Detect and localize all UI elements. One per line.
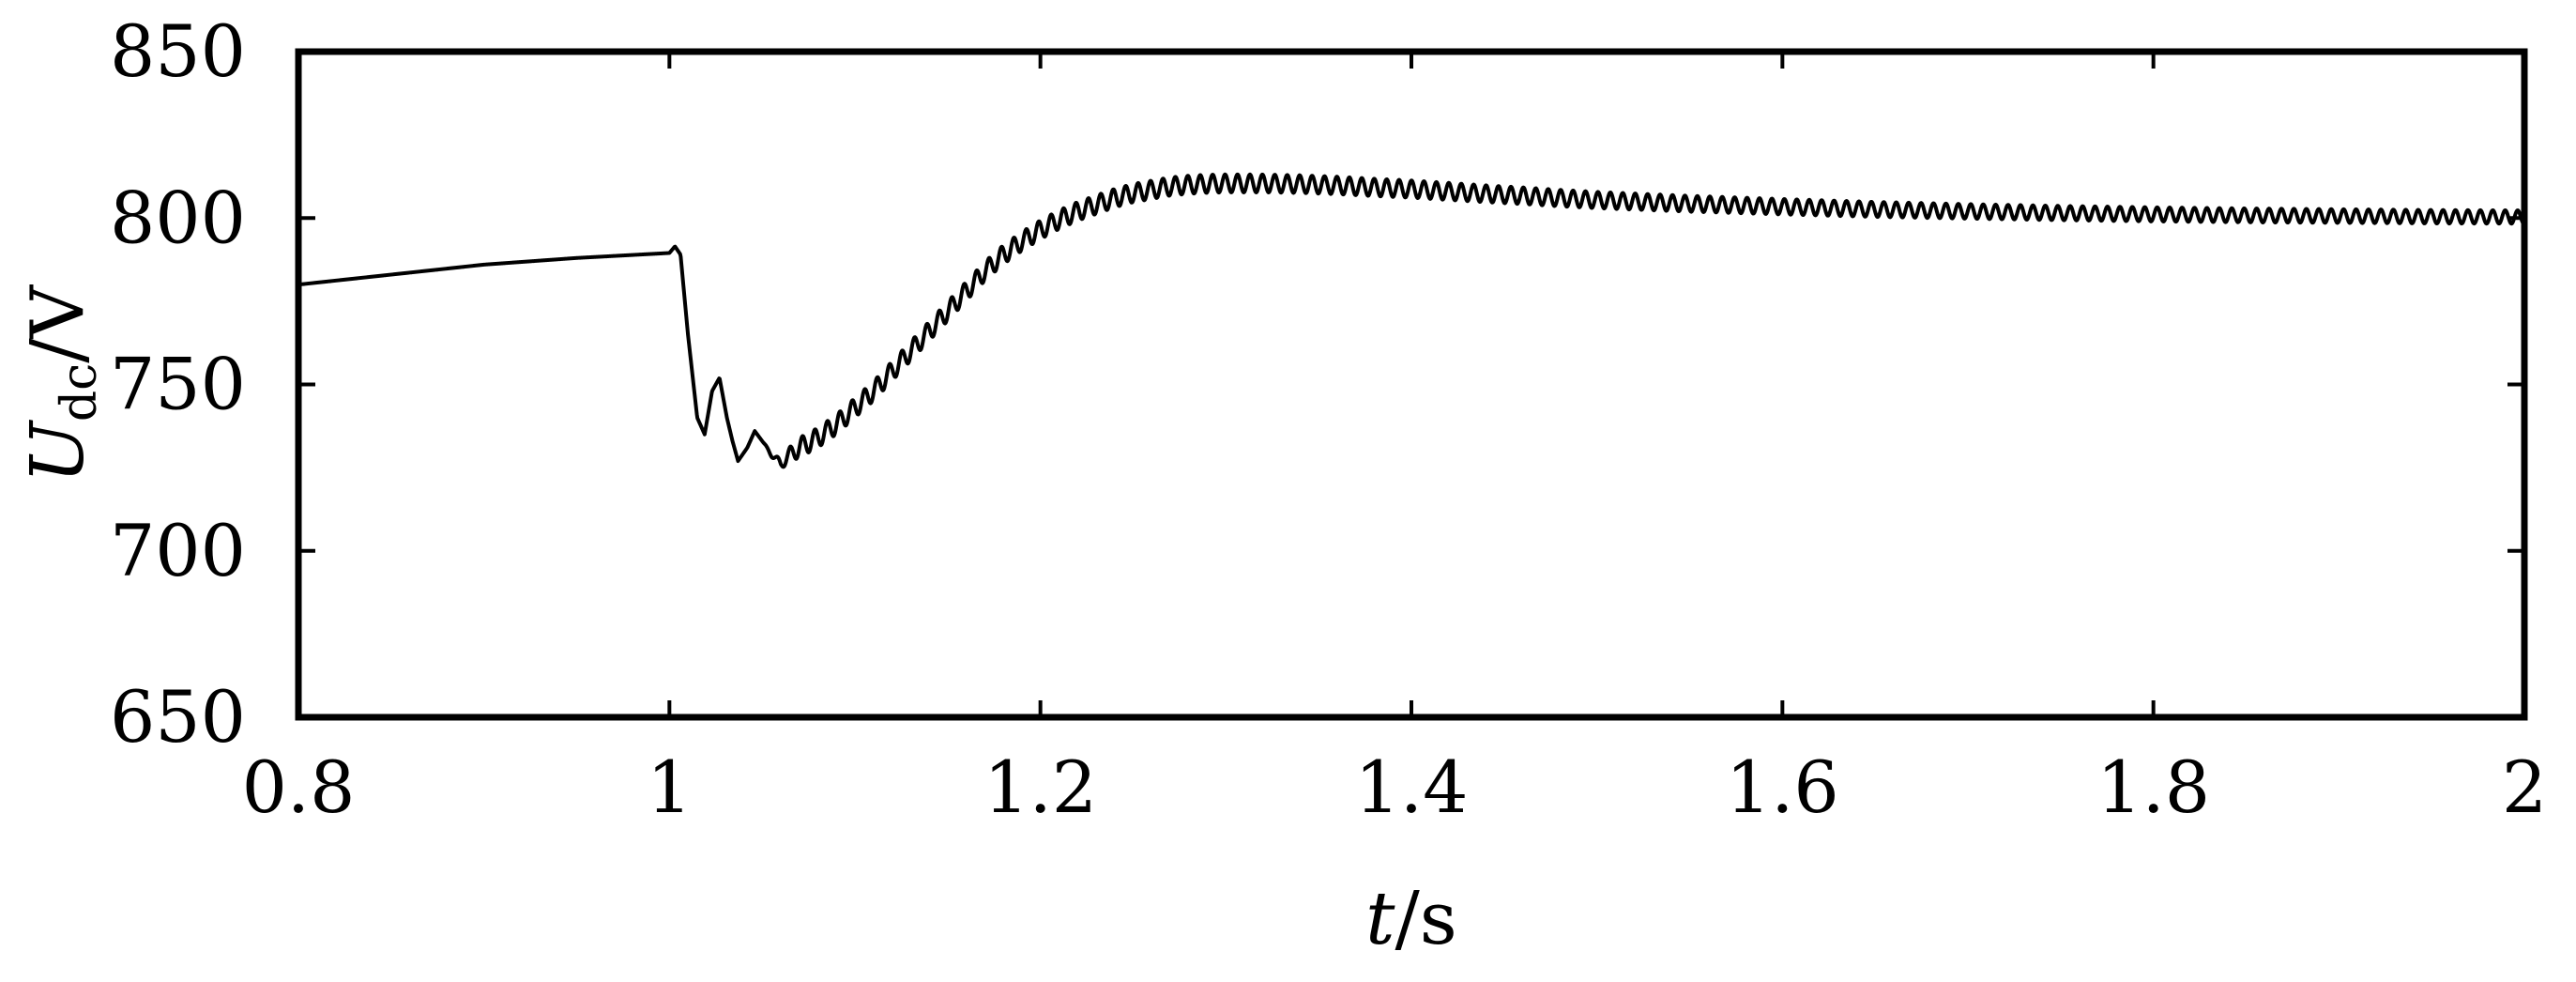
x-tick-label: 1 bbox=[647, 745, 692, 829]
x-tick-label: 1.8 bbox=[2096, 745, 2210, 829]
x-tick-label: 0.8 bbox=[242, 745, 356, 829]
y-tick-label: 850 bbox=[110, 9, 246, 93]
y-tick-label: 700 bbox=[110, 509, 246, 592]
x-tick-label: 1.2 bbox=[983, 745, 1097, 829]
x-tick-label: 1.6 bbox=[1726, 745, 1839, 829]
y-axis-ticks: 650 700 750 800 850 bbox=[110, 9, 2524, 759]
x-axis-ticks: 0.8 1 1.2 1.4 1.6 1.8 2 bbox=[242, 52, 2547, 829]
y-tick-label: 750 bbox=[110, 343, 246, 426]
plot-area bbox=[297, 172, 2526, 469]
y-tick-label: 800 bbox=[110, 176, 246, 259]
x-tick-label: 1.4 bbox=[1355, 745, 1469, 829]
x-tick-label: 2 bbox=[2502, 745, 2547, 829]
x-axis-label: t/s bbox=[1365, 877, 1457, 961]
series-line-udc bbox=[297, 172, 2526, 469]
y-axis-label: Udc/V bbox=[16, 284, 108, 483]
y-tick-label: 650 bbox=[110, 675, 246, 759]
